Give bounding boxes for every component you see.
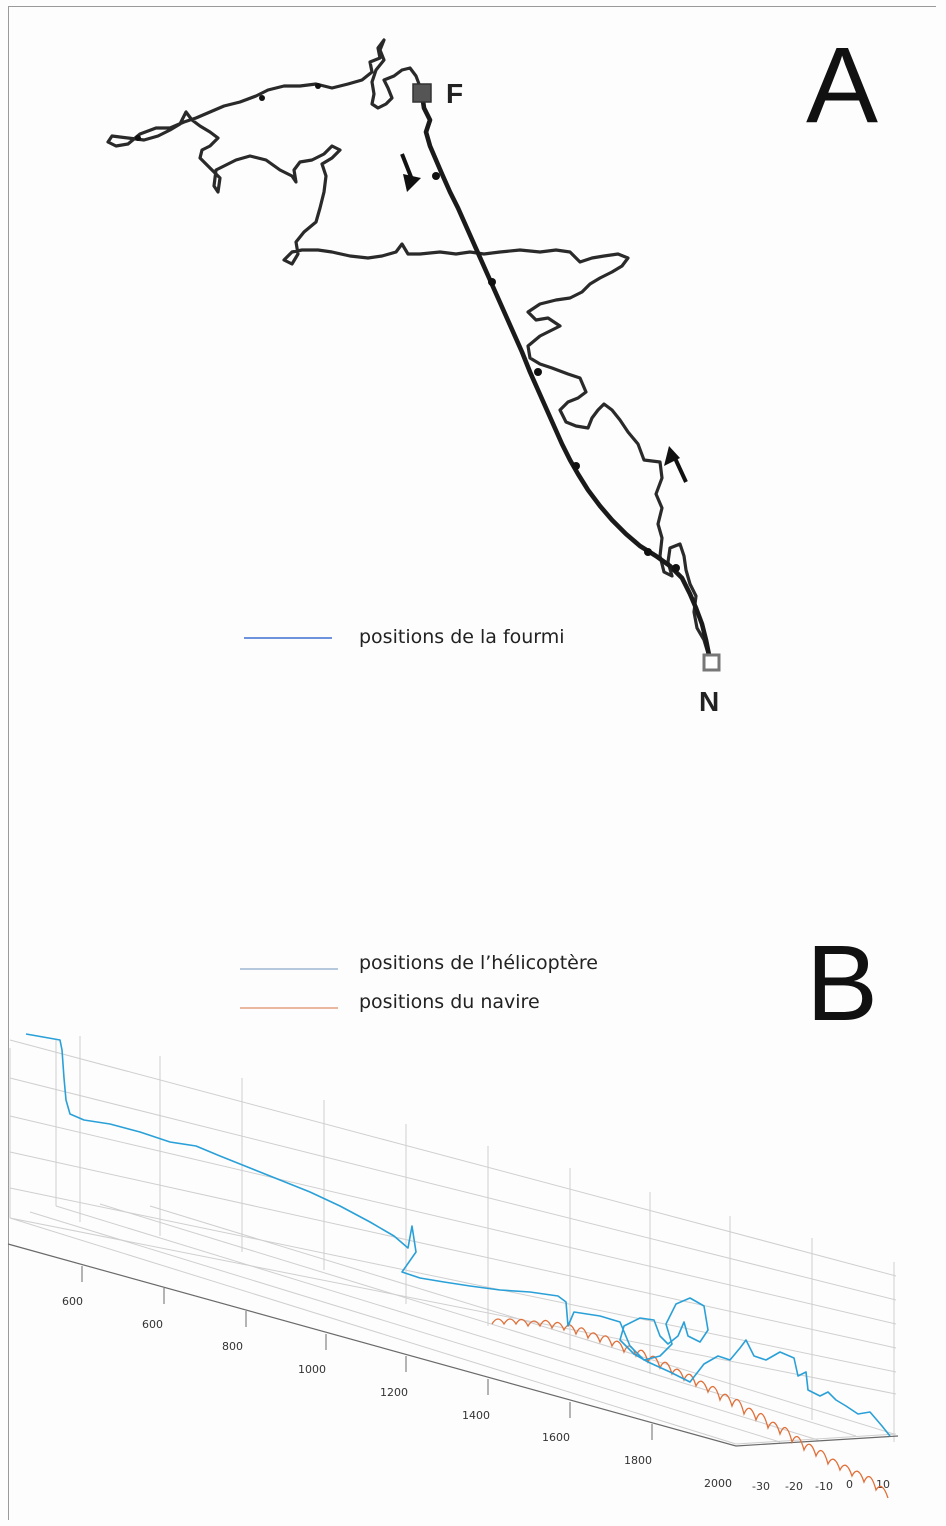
y-tick-label: -20 [785,1480,803,1493]
grid-3d [9,1036,897,1445]
feeder-marker [412,83,432,103]
ship-path [491,1318,889,1499]
x-axis-line [7,1243,737,1447]
x-tick-label: 1400 [462,1409,490,1422]
feeder-label: F [446,78,463,109]
nest-label: N [699,686,719,717]
y-tick-label: 10 [876,1478,890,1491]
helicopter-path [25,1033,891,1437]
x-tick-label: 1200 [380,1386,408,1399]
y-axis-line [735,1435,899,1447]
legend-ant-label: positions de la fourmi [359,626,565,648]
panel-b-letter: B [806,922,878,1043]
y-tick-label: 0 [846,1478,853,1491]
x-tick-label: 1600 [542,1431,570,1444]
x-tick-label: 600 [62,1295,83,1308]
arrow-return-icon [664,446,688,483]
x-tick-label: 2000 [704,1477,732,1490]
x-tick-label: 800 [222,1340,243,1353]
x-tick-labels: 600 600 800 1000 1200 1400 1600 1800 200… [62,1295,732,1490]
arrow-outbound-icon [400,153,421,192]
panel-a: A [106,24,878,717]
y-tick-label: -30 [752,1480,770,1493]
nest-marker [702,653,721,672]
legend-heli-label: positions de l’hélicoptère [359,952,598,974]
y-tick-labels: -30 -20 -10 0 10 [752,1478,890,1493]
figure-frame [8,6,936,1520]
legend-ship-label: positions du navire [359,991,540,1013]
ant-path-outbound [106,38,712,662]
panel-a-letter: A [806,24,878,145]
panel-b: B positions de l’hélicoptère positions d… [7,922,899,1499]
y-tick-label: -10 [815,1480,833,1493]
x-tick-label: 600 [142,1318,163,1331]
x-tick-label: 1000 [298,1363,326,1376]
ant-path-return [419,91,713,663]
x-tick-marks [81,1266,653,1440]
ant-path-dots [135,83,680,572]
x-tick-label: 1800 [624,1454,652,1467]
